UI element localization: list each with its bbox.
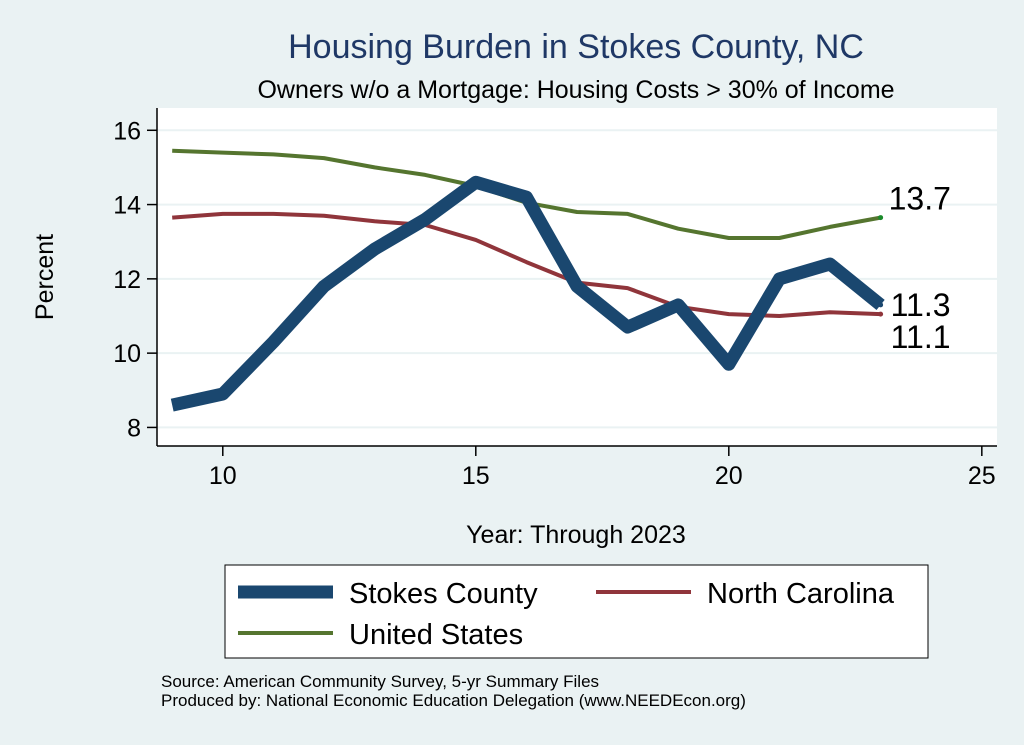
source-note: Source: American Community Survey, 5-yr …	[161, 672, 599, 691]
end-label-united-states: 13.7	[889, 181, 951, 217]
x-tick-label: 25	[968, 462, 996, 490]
y-tick-label: 16	[113, 117, 141, 145]
y-tick-label: 12	[113, 266, 141, 294]
y-tick-label: 10	[113, 340, 141, 368]
end-point-north-carolina	[878, 311, 884, 317]
chart-subtitle: Owners w/o a Mortgage: Housing Costs > 3…	[257, 76, 894, 104]
chart-title: Housing Burden in Stokes County, NC	[288, 28, 864, 66]
end-label-north-carolina: 11.1	[891, 319, 951, 355]
y-tick-label: 14	[113, 192, 141, 220]
producer-note: Produced by: National Economic Education…	[161, 691, 746, 710]
legend-label: United States	[349, 619, 523, 651]
end-label-stokes-county: 11.3	[891, 287, 951, 323]
x-tick-label: 10	[209, 462, 237, 490]
legend: Stokes County North Carolina United States	[224, 564, 929, 659]
end-point-united-states	[878, 215, 884, 221]
legend-label: North Carolina	[707, 578, 895, 610]
axes: 8 10 12 14 16 10 15 20 25	[113, 108, 997, 490]
legend-label: Stokes County	[349, 578, 538, 610]
x-tick-label: 20	[715, 462, 743, 490]
series-lines	[170, 148, 885, 412]
legend-box	[224, 564, 929, 659]
series-line-stokes-county	[170, 175, 885, 412]
y-axis-label: Percent	[31, 234, 59, 320]
end-labels: 11.311.1 13.7	[878, 181, 951, 355]
y-tick-label: 8	[127, 414, 141, 442]
x-tick-label: 15	[462, 462, 490, 490]
x-axis-label: Year: Through 2023	[466, 521, 686, 549]
end-point-stokes-county	[878, 302, 884, 308]
